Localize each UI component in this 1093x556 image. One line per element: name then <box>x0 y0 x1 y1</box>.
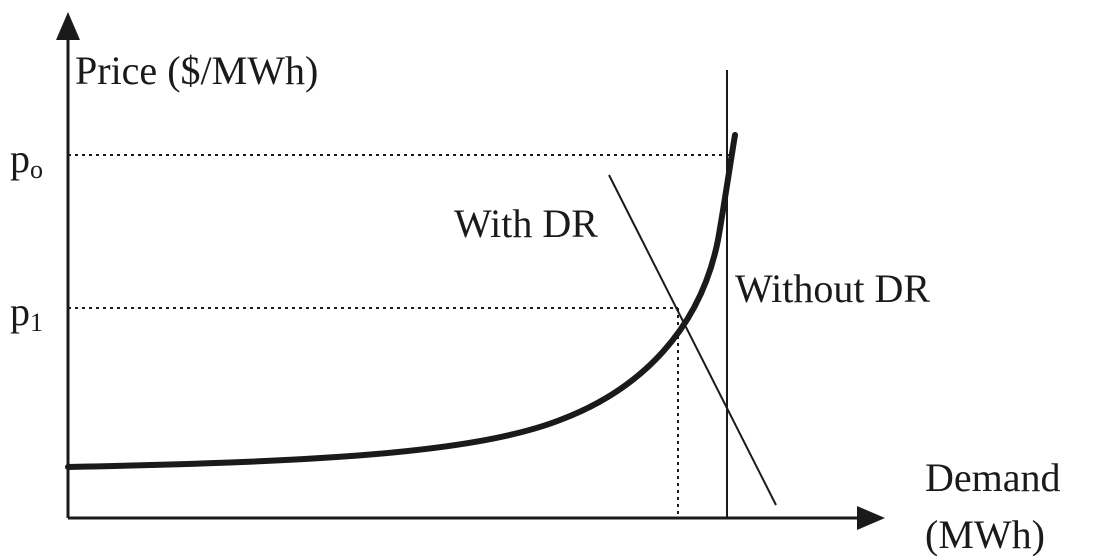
with-dr-label: With DR <box>454 201 598 246</box>
x-axis-label-line1: Demand <box>925 455 1061 500</box>
x-axis-arrow-icon <box>857 506 885 530</box>
supply-curve <box>65 132 738 470</box>
y-axis <box>56 12 80 518</box>
with-dr-demand-line <box>608 174 777 506</box>
y-axis-arrow-icon <box>56 12 80 40</box>
x-axis <box>68 506 885 530</box>
y-axis-label: Price ($/MWh) <box>75 48 318 93</box>
price-p1-label: p1 <box>10 289 43 337</box>
price-p0-label: po <box>10 136 43 184</box>
without-dr-label: Without DR <box>735 266 930 311</box>
x-axis-label-line2: (MWh) <box>925 512 1045 556</box>
